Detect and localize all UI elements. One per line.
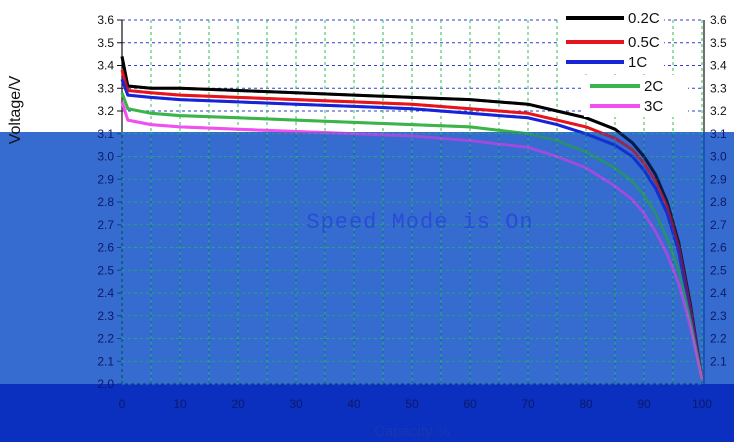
y-tick-label: 2.0 bbox=[97, 377, 114, 391]
series-line-tinted-2C bbox=[120, 92, 704, 380]
y-tick-label: 2.1 bbox=[97, 354, 114, 368]
y-tick-label: 2.2 bbox=[97, 332, 114, 346]
y-tick-label-right: 2.6 bbox=[710, 241, 727, 255]
y-tick-label: 3.6 bbox=[97, 13, 114, 27]
y-tick-label: 3.0 bbox=[97, 150, 114, 164]
legend-label: 1C bbox=[628, 54, 647, 71]
legend-label: 3C bbox=[644, 98, 663, 115]
y-tick-label-right: 2.5 bbox=[710, 263, 727, 277]
y-tick-label-right: 2.3 bbox=[710, 309, 727, 323]
y-tick-label-right: 3.0 bbox=[710, 150, 727, 164]
y-tick-label: 3.4 bbox=[97, 59, 114, 73]
y-tick-label-right: 2.4 bbox=[710, 286, 727, 300]
y-tick-label: 2.7 bbox=[97, 218, 114, 232]
y-tick-label: 2.3 bbox=[97, 309, 114, 323]
y-tick-label: 2.9 bbox=[97, 172, 114, 186]
overlay-wash bbox=[0, 132, 734, 384]
y-tick-label: 3.3 bbox=[97, 81, 114, 95]
y-tick-label-right: 2.1 bbox=[710, 354, 727, 368]
y-tick-label-right: 2.2 bbox=[710, 332, 727, 346]
y-tick-label-right: 2.7 bbox=[710, 218, 727, 232]
series-line-tinted-1C bbox=[120, 78, 704, 380]
series-line-tinted-0.2C bbox=[120, 56, 704, 380]
y-tick-label: 3.5 bbox=[97, 36, 114, 50]
x-tick-label: 70 bbox=[521, 397, 535, 411]
series-line-tinted-3C bbox=[120, 101, 704, 380]
x-tick-label: 0 bbox=[119, 397, 126, 411]
labels: 2.0 2.1 2.2 2.3 2.4 2.5 2.6 2.7 2.8 2.9 3.0 3.1 3.2 3… bbox=[7, 13, 727, 440]
y-tick-label: 3.2 bbox=[97, 104, 114, 118]
speed-mode-banner: Speed Mode is On bbox=[306, 210, 533, 235]
y-tick-label-right: 2.8 bbox=[710, 195, 727, 209]
x-tick-label: 80 bbox=[579, 397, 593, 411]
y-tick-label-right: 3.1 bbox=[710, 127, 727, 141]
y-tick-label-right: 3.4 bbox=[710, 59, 727, 73]
x-tick-label: 20 bbox=[231, 397, 245, 411]
series-line-tinted-0.5C bbox=[120, 69, 704, 380]
x-tick-label: 100 bbox=[692, 397, 712, 411]
y-tick-label-right: 3.2 bbox=[710, 104, 727, 118]
legend-item-1C: 1C bbox=[560, 51, 664, 73]
x-tick-label: 60 bbox=[463, 397, 477, 411]
speed-mode-overlay bbox=[0, 56, 734, 442]
x-tick-label: 50 bbox=[405, 397, 419, 411]
x-tick-label: 10 bbox=[173, 397, 187, 411]
y-tick-label: 3.1 bbox=[97, 127, 114, 141]
y-tick-label-right: 3.3 bbox=[710, 81, 727, 95]
overlay-footer bbox=[0, 384, 734, 442]
legend-item-0.2C: 0.2C bbox=[560, 7, 664, 29]
y-tick-label: 2.4 bbox=[97, 286, 114, 300]
legend-item-2C: 2C bbox=[584, 75, 688, 97]
x-tick-label: 30 bbox=[289, 397, 303, 411]
x-tick-label: 40 bbox=[347, 397, 361, 411]
y-tick-label: 2.6 bbox=[97, 241, 114, 255]
y-tick-label: 2.8 bbox=[97, 195, 114, 209]
y-axis-title: Voltage/V bbox=[7, 75, 24, 144]
y-tick-label: 2.5 bbox=[97, 263, 114, 277]
legend-label: 0.5C bbox=[628, 34, 660, 51]
legend-label: 0.2C bbox=[628, 10, 660, 27]
x-axis-title: Capacity % bbox=[374, 423, 450, 440]
legend: 0.2C 0.5C 1C 2C 3C bbox=[560, 7, 688, 117]
legend-item-0.5C: 0.5C bbox=[560, 31, 664, 53]
y-tick-label-right: 3.5 bbox=[710, 36, 727, 50]
y-tick-label-right: 3.6 bbox=[710, 13, 727, 27]
x-tick-label: 90 bbox=[637, 397, 651, 411]
y-tick-label-right: 2.9 bbox=[710, 172, 727, 186]
legend-item-3C: 3C bbox=[584, 95, 688, 117]
legend-label: 2C bbox=[644, 78, 663, 95]
